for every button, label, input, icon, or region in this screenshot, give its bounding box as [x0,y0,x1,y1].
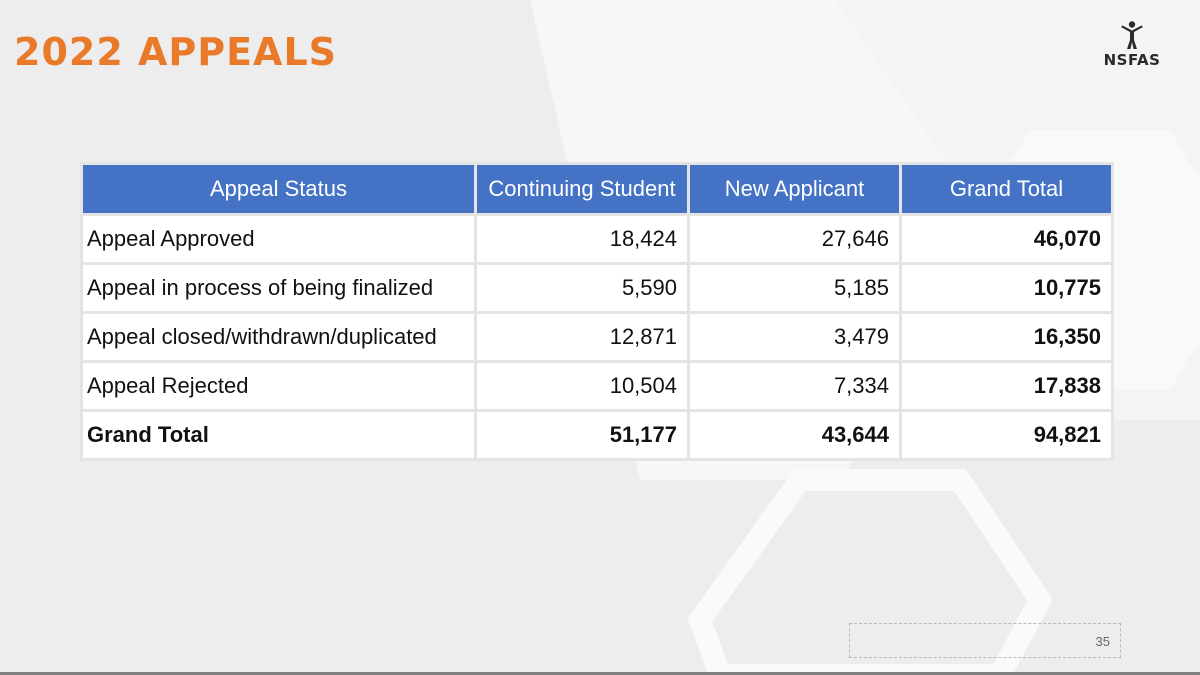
new-applicant-total-cell: 43,644 [687,409,902,461]
bottom-divider [0,672,1200,675]
continuing-student-cell: 18,424 [474,213,690,265]
continuing-student-cell: 10,504 [474,360,690,412]
nsfas-logo: NSFAS [1094,20,1170,74]
table-row: Appeal in process of being finalized 5,5… [80,262,1114,314]
grand-total-total-cell: 94,821 [899,409,1114,461]
new-applicant-cell: 3,479 [687,311,902,363]
logo-text: NSFAS [1103,51,1161,69]
grand-total-cell: 17,838 [899,360,1114,412]
grand-total-cell: 10,775 [899,262,1114,314]
slide-title: 2022 APPEALS [14,30,338,74]
header-appeal-status: Appeal Status [80,162,477,216]
grand-total-row: Grand Total 51,177 43,644 94,821 [80,409,1114,461]
status-cell: Appeal Rejected [80,360,477,412]
grand-total-cell: 16,350 [899,311,1114,363]
status-cell: Grand Total [80,409,477,461]
grand-total-cell: 46,070 [899,213,1114,265]
table-row: Appeal Rejected 10,504 7,334 17,838 [80,360,1114,412]
header-new-applicant: New Applicant [687,162,902,216]
new-applicant-cell: 5,185 [687,262,902,314]
table-row: Appeal Approved 18,424 27,646 46,070 [80,213,1114,265]
continuing-student-cell: 5,590 [474,262,690,314]
page-number: 35 [849,623,1121,658]
continuing-student-total-cell: 51,177 [474,409,690,461]
header-continuing-student: Continuing Student [474,162,690,216]
status-cell: Appeal Approved [80,213,477,265]
new-applicant-cell: 27,646 [687,213,902,265]
continuing-student-cell: 12,871 [474,311,690,363]
appeals-table: Appeal Status Continuing Student New App… [80,162,1114,461]
new-applicant-cell: 7,334 [687,360,902,412]
table-header-row: Appeal Status Continuing Student New App… [80,162,1114,216]
header-grand-total: Grand Total [899,162,1114,216]
table-row: Appeal closed/withdrawn/duplicated 12,87… [80,311,1114,363]
status-cell: Appeal in process of being finalized [80,262,477,314]
status-cell: Appeal closed/withdrawn/duplicated [80,311,477,363]
person-icon [1121,21,1143,49]
